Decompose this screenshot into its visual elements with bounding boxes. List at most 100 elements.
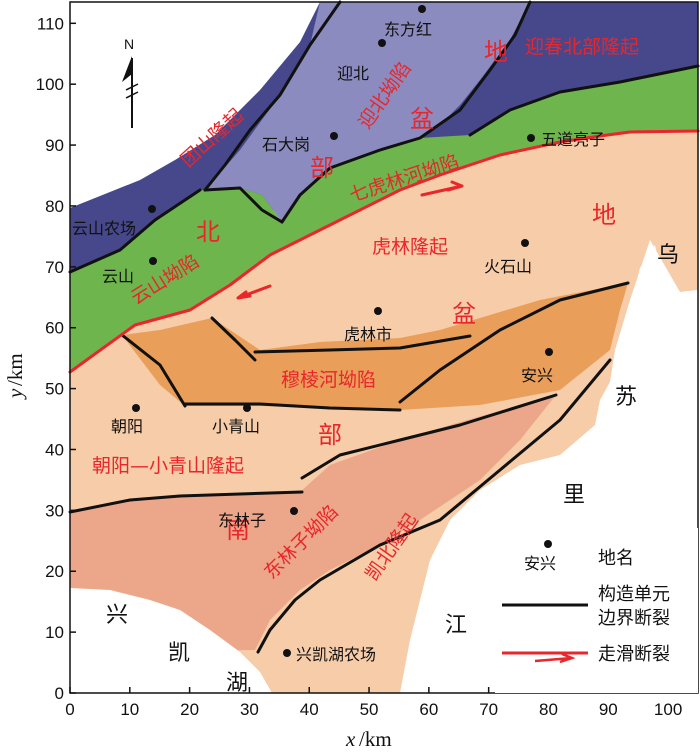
label-hulin-uplift: 虎林隆起 xyxy=(372,236,448,258)
x-axis-ticks: 0 10 20 30 40 50 60 70 80 90 100 xyxy=(65,687,682,719)
place-dot-xiaoqingshan xyxy=(243,404,251,412)
fault-yingchun-qihulin xyxy=(468,64,700,137)
y-tick-label: 100 xyxy=(36,75,64,94)
water-li: 里 xyxy=(563,483,585,508)
place-dot-yingbei xyxy=(378,39,386,47)
basin-char-1: 北 xyxy=(196,218,220,246)
strike-slip-arrow-east xyxy=(420,180,464,197)
legend-place-name: 地名 xyxy=(598,548,634,569)
qihulin-yunshan-depression-region xyxy=(70,66,698,372)
x-tick-label: 10 xyxy=(120,700,139,719)
legend: 安兴 地名 构造单元 边界断裂 走滑断裂 xyxy=(495,528,698,693)
place-wudaoliangzi: 五道亮子 xyxy=(541,130,605,149)
legend-background xyxy=(495,528,698,693)
x-axis-unit: /km xyxy=(359,727,392,751)
legend-boundary-fault-1: 构造单元 xyxy=(598,584,670,605)
place-anxing: 安兴 xyxy=(521,366,553,385)
water-xing: 兴 xyxy=(106,603,128,628)
structural-faults xyxy=(68,0,700,654)
strike-slip-arrow-west xyxy=(236,284,272,300)
y-tick-label: 60 xyxy=(45,319,64,338)
fault-yingbei-yingchun xyxy=(280,0,532,224)
legend-strike-slip: 走滑断裂 xyxy=(598,644,670,665)
legend-place-dot xyxy=(544,540,552,548)
fault-tuanshan-yingbei xyxy=(203,0,342,192)
place-dot-shidagang xyxy=(330,132,338,140)
north-arrow-label: N xyxy=(124,36,134,52)
donglinzi-depression-region xyxy=(70,395,556,652)
north-arrow-head xyxy=(122,56,132,82)
place-names: 东方红 迎北 石大岗 五道亮子 云山农场 云山 火石山 虎林市 安兴 朝阳 小青… xyxy=(72,20,605,664)
fault-donglinzi-north xyxy=(300,393,558,480)
y-tick-label: 80 xyxy=(45,197,64,216)
y-tick-label: 70 xyxy=(45,258,64,277)
label-chaoyang-uplift: 朝阳—小青山隆起 xyxy=(92,455,244,477)
y-tick-label: 10 xyxy=(45,623,64,642)
place-dot-hulin-city xyxy=(374,307,382,315)
fault-muleng-west xyxy=(120,333,187,408)
north-arrow-mark xyxy=(125,83,139,99)
place-dot-yunshan xyxy=(149,257,157,265)
basin-char-8: 南 xyxy=(226,516,250,544)
water-jiang: 江 xyxy=(445,613,467,638)
y-tick-label: 90 xyxy=(45,136,64,155)
basin-char-7: 部 xyxy=(318,421,342,449)
place-huoshishan: 火石山 xyxy=(484,257,532,276)
legend-boundary-fault-2: 边界断裂 xyxy=(598,608,670,629)
yingbei-depression-region xyxy=(205,2,530,222)
north-arrow: N xyxy=(122,36,139,128)
fault-muleng-north xyxy=(253,334,472,354)
place-dot-yunshan-farm xyxy=(148,205,156,213)
water-wu: 乌 xyxy=(657,243,679,268)
strike-slip-faults xyxy=(68,129,700,374)
y-axis-unit: /km xyxy=(3,353,27,386)
place-markers xyxy=(132,5,553,657)
place-donglinzi: 东林子 xyxy=(218,511,266,530)
place-dot-anxing xyxy=(545,348,553,356)
fault-muleng-east xyxy=(398,281,630,404)
x-tick-label: 100 xyxy=(654,700,682,719)
strike-slip-fault-main xyxy=(68,129,700,374)
fault-donglinzi-east xyxy=(256,358,612,654)
place-dot-chaoyang xyxy=(132,404,140,412)
label-yingchun-uplift: 迎春北部隆起 xyxy=(525,36,639,58)
y-axis-title-group: y /km xyxy=(3,353,27,400)
place-yunshan-farm: 云山农场 xyxy=(72,219,136,238)
y-tick-label: 40 xyxy=(45,440,64,459)
basin-char-6: 盆 xyxy=(452,300,476,328)
place-hulin-city: 虎林市 xyxy=(344,325,392,344)
place-dot-huoshishan xyxy=(521,239,529,247)
legend-strike-slip-arrow xyxy=(534,652,576,664)
y-tick-label: 30 xyxy=(45,501,64,520)
fault-yingbei-west-base xyxy=(203,186,284,224)
place-dot-dongfanghong xyxy=(418,5,426,13)
place-yingbei: 迎北 xyxy=(337,64,369,83)
fault-muleng-south xyxy=(183,402,402,412)
x-tick-label: 80 xyxy=(539,700,558,719)
place-chaoyang: 朝阳 xyxy=(111,417,143,436)
y-tick-label: 110 xyxy=(37,14,64,33)
place-dongfanghong: 东方红 xyxy=(384,20,432,39)
x-tick-label: 90 xyxy=(599,700,618,719)
x-tick-label: 50 xyxy=(360,700,379,719)
x-tick-label: 30 xyxy=(240,700,259,719)
axes: 0 10 20 30 40 50 60 70 80 90 100 0 10 20 30 40 50 60 70 80… xyxy=(3,1,699,751)
place-dot-wudaoliangzi xyxy=(527,134,535,142)
place-xiaoqingshan: 小青山 xyxy=(212,417,260,436)
y-tick-label: 0 xyxy=(55,684,64,703)
water-hu: 湖 xyxy=(226,671,248,696)
fault-chaoyang-donglinzi xyxy=(68,490,304,514)
basin-char-5: 地 xyxy=(592,201,616,229)
x-tick-label: 0 xyxy=(65,700,74,719)
basin-char-2: 部 xyxy=(310,154,334,182)
legend-sample-place: 安兴 xyxy=(524,554,556,573)
place-shidagang: 石大岗 xyxy=(262,135,310,154)
x-tick-label: 70 xyxy=(479,700,498,719)
place-yunshan: 云山 xyxy=(102,267,134,286)
x-tick-label: 40 xyxy=(300,700,319,719)
water-labels: 乌 苏 里 江 兴 凯 湖 xyxy=(106,243,679,696)
y-tick-label: 20 xyxy=(45,562,64,581)
x-tick-label: 20 xyxy=(180,700,199,719)
y-tick-label: 50 xyxy=(45,380,64,399)
